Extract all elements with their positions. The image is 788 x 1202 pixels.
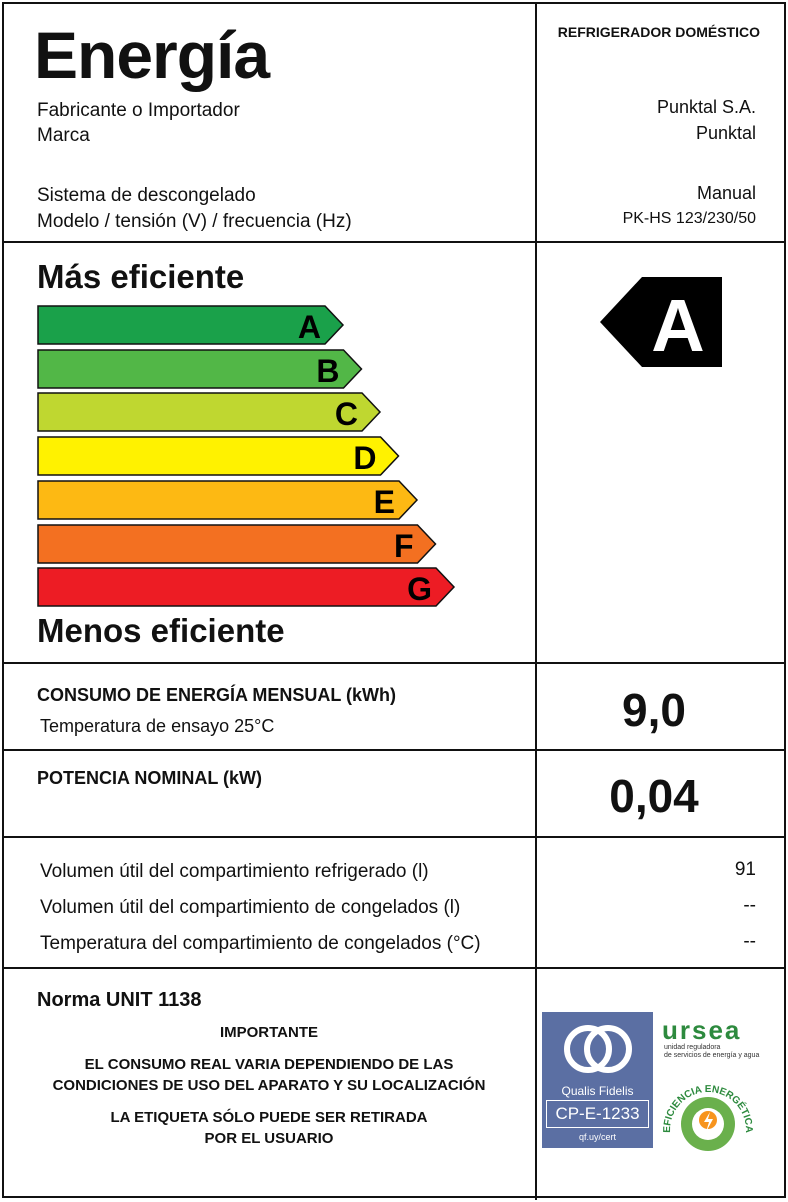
ursea-logo: ursea [662,1015,742,1045]
manufacturer-label: Fabricante o Importador [37,100,240,121]
notice-line-2: CONDICIONES DE USO DEL APARATO Y SU LOCA… [52,1077,486,1094]
seal-bolt-icon [704,1112,713,1132]
qualis-code: CP-E-1233 [546,1100,649,1128]
rating-letter: A [651,284,704,367]
model-label: Modelo / tensión (V) / frecuencia (Hz) [37,211,352,232]
brand-label: Marca [37,125,90,146]
ursea-subtitle-line-1: unidad reguladora [664,1044,721,1051]
efficiency-seal: EFICIENCIA ENERGÉTICA [656,1062,760,1163]
divider-scale [4,662,784,664]
efficiency-bar-letter: F [394,528,414,564]
model-value: PK-HS 123/230/50 [622,210,756,227]
volume-value-refrigerated: 91 [734,859,756,880]
notice-line-3: LA ETIQUETA SÓLO PUEDE SER RETIRADA [110,1109,428,1126]
brand-value: Punktal [695,123,756,143]
qualis-name: Qualis Fidelis [561,1084,634,1098]
efficiency-bar-letter: D [353,440,376,476]
defrost-label: Sistema de descongelado [37,185,256,206]
qualis-circles-icon [564,1025,632,1073]
defrost-value: Manual [696,183,756,203]
efficiency-bar-f: F [37,523,438,564]
rating-arrow: A [600,277,722,372]
temperature-value-frozen: -- [743,931,756,952]
qualis-fidelis-logo: Qualis Fidelis CP-E-1233 qf.uy/cert [542,1012,653,1148]
efficiency-bar-c: C [37,392,382,432]
efficiency-bar-letter: A [298,309,321,345]
consumption-value: 9,0 [622,684,686,736]
ursea-subtitle-line-2: de servicios de energía y agua [664,1052,760,1060]
divider-power [4,836,784,838]
scale-top-label: Más eficiente [37,258,245,295]
norm-text: Norma UNIT 1138 [37,989,202,1011]
divider-volumes [4,967,784,969]
manufacturer-value: Punktal S.A. [656,97,756,117]
volume-label-frozen: Volumen útil del compartimiento de conge… [40,897,461,918]
efficiency-bar-letter: E [374,484,395,520]
notice-line-1: EL CONSUMO REAL VARIA DEPENDIENDO DE LAS [84,1056,454,1073]
volume-value-frozen: -- [743,895,756,916]
notice-line-4: POR EL USUARIO [204,1130,334,1147]
important-heading: IMPORTANTE [219,1024,319,1041]
volume-label-refrigerated: Volumen útil del compartimiento refriger… [40,861,429,882]
efficiency-bar-e: E [37,480,419,520]
temperature-label-frozen: Temperatura del compartimiento de congel… [40,933,481,954]
power-value: 0,04 [609,770,699,822]
divider-consumption [4,749,784,751]
scale-bottom-label: Menos eficiente [37,612,285,649]
column-divider [535,4,537,1200]
consumption-label: CONSUMO DE ENERGÍA MENSUAL (kWh) [37,685,397,705]
consumption-sublabel: Temperatura de ensayo 25°C [40,716,275,736]
ursea-subtitle: unidad reguladora de servicios de energí… [664,1044,759,1061]
appliance-type: REFRIGERADOR DOMÉSTICO [557,24,760,40]
efficiency-bar-letter: G [407,571,432,607]
qualis-url: qf.uy/cert [578,1132,616,1142]
efficiency-bar-d: D [37,436,401,476]
efficiency-bar-a: A [37,305,345,345]
efficiency-bar-b: B [37,348,364,389]
label-title: Energía [34,18,270,92]
efficiency-bar-letter: C [335,396,358,432]
efficiency-bar-g: G [37,567,456,607]
power-label: POTENCIA NOMINAL (kW) [37,768,262,788]
efficiency-bar-letter: B [316,353,339,389]
divider-header [4,241,784,243]
